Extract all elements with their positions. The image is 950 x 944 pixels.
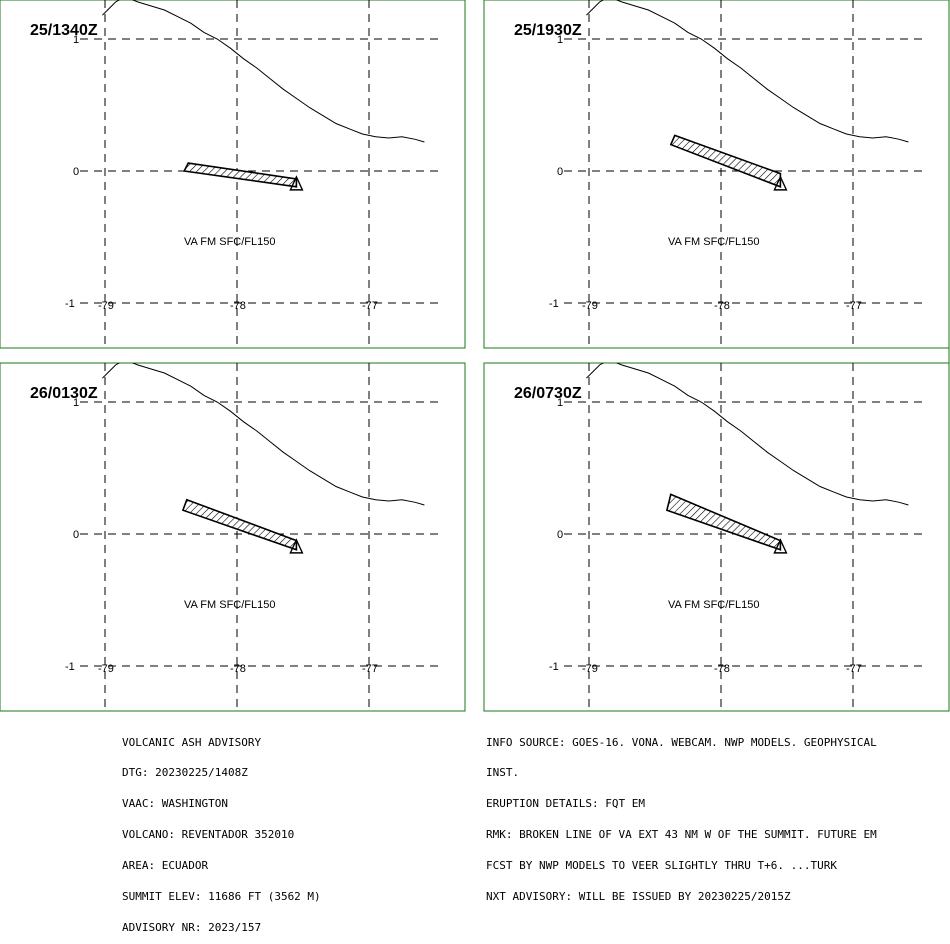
flight-level-label: VA FM SFC/FL150 bbox=[668, 236, 760, 248]
country-border-line bbox=[102, 0, 425, 143]
longitude-tick-label: -78 bbox=[230, 300, 246, 312]
latitude-tick-label: 0 bbox=[73, 529, 79, 541]
advisory-line: INST. bbox=[486, 766, 520, 780]
longitude-tick-label: -77 bbox=[362, 300, 378, 312]
flight-level-label: VA FM SFC/FL150 bbox=[668, 599, 760, 611]
panel-border bbox=[483, 0, 950, 349]
ash-plume-polygon bbox=[182, 162, 298, 188]
longitude-tick-label: -79 bbox=[98, 300, 114, 312]
flight-level-label: VA FM SFC/FL150 bbox=[184, 236, 276, 248]
panel-border bbox=[0, 362, 466, 712]
advisory-line: AREA: ECUADOR bbox=[122, 859, 209, 873]
valid-time-label: 26/0130Z bbox=[30, 385, 98, 402]
latitude-tick-label: 0 bbox=[557, 166, 563, 178]
volcano-marker-icon bbox=[289, 538, 304, 554]
valid-time-label: 25/1340Z bbox=[30, 22, 98, 39]
latitude-tick-label: 1 bbox=[557, 34, 563, 46]
country-border-line bbox=[586, 363, 909, 506]
forecast-panel: -79 -78 -77 1 0 -1 26/0730Z VA FM SFC/FL150 bbox=[483, 362, 950, 712]
longitude-tick-label: -79 bbox=[582, 300, 598, 312]
longitude-tick-label: -77 bbox=[362, 663, 378, 675]
advisory-line: NXT ADVISORY: WILL BE ISSUED BY 20230225… bbox=[486, 890, 791, 904]
volcano-marker-icon bbox=[289, 175, 304, 191]
longitude-tick-label: -79 bbox=[98, 663, 114, 675]
latitude-tick-label: 1 bbox=[73, 34, 79, 46]
ash-plume-polygon bbox=[665, 493, 782, 551]
valid-time-label: 25/1930Z bbox=[514, 22, 582, 39]
latitude-tick-label: -1 bbox=[549, 661, 559, 673]
advisory-line: FCST BY NWP MODELS TO VEER SLIGHTLY THRU… bbox=[486, 859, 837, 873]
longitude-tick-label: -77 bbox=[846, 300, 862, 312]
country-border-line bbox=[586, 0, 909, 143]
latitude-tick-label: -1 bbox=[549, 298, 559, 310]
latitude-tick-label: 0 bbox=[73, 166, 79, 178]
ash-plume-polygon bbox=[181, 498, 298, 551]
valid-time-label: 26/0730Z bbox=[514, 385, 582, 402]
longitude-tick-label: -77 bbox=[846, 663, 862, 675]
longitude-tick-label: -78 bbox=[714, 300, 730, 312]
forecast-panel: -79 -78 -77 1 0 -1 25/1930Z VA FM SFC/FL150 bbox=[483, 0, 950, 349]
advisory-line: VOLCANIC ASH ADVISORY bbox=[122, 735, 262, 749]
forecast-panel: -79 -78 -77 1 0 -1 26/0130Z VA FM SFC/FL150 bbox=[0, 362, 466, 712]
advisory-line: VOLCANO: REVENTADOR 352010 bbox=[122, 828, 295, 842]
latitude-tick-label: 0 bbox=[557, 529, 563, 541]
longitude-tick-label: -78 bbox=[714, 663, 730, 675]
latitude-tick-label: -1 bbox=[65, 661, 75, 673]
latitude-tick-label: -1 bbox=[65, 298, 75, 310]
advisory-text-left: VOLCANIC ASH ADVISORY DTG: 20230225/1408… bbox=[122, 717, 321, 944]
ash-plume-polygon bbox=[669, 134, 782, 188]
advisory-line: VAAC: WASHINGTON bbox=[122, 797, 228, 811]
advisory-line: RMK: BROKEN LINE OF VA EXT 43 NM W OF TH… bbox=[486, 828, 877, 842]
longitude-tick-label: -78 bbox=[230, 663, 246, 675]
advisory-line: SUMMIT ELEV: 11686 FT (3562 M) bbox=[122, 890, 321, 904]
longitude-tick-label: -79 bbox=[582, 663, 598, 675]
country-border-line bbox=[102, 363, 425, 506]
advisory-line: ADVISORY NR: 2023/157 bbox=[122, 920, 262, 934]
latitude-tick-label: 1 bbox=[73, 397, 79, 409]
advisory-text-right: INFO SOURCE: GOES-16. VONA. WEBCAM. NWP … bbox=[486, 717, 877, 913]
advisory-line: ERUPTION DETAILS: FQT EM bbox=[486, 797, 645, 811]
volcano-marker-icon bbox=[773, 175, 788, 191]
latitude-tick-label: 1 bbox=[557, 397, 563, 409]
advisory-line: DTG: 20230225/1408Z bbox=[122, 766, 248, 780]
forecast-panel: -79 -78 -77 1 0 -1 25/1340Z VA FM SFC/FL150 bbox=[0, 0, 466, 349]
panel-border bbox=[483, 362, 950, 712]
volcano-marker-icon bbox=[773, 538, 788, 554]
advisory-line: INFO SOURCE: GOES-16. VONA. WEBCAM. NWP … bbox=[486, 735, 877, 749]
flight-level-label: VA FM SFC/FL150 bbox=[184, 599, 276, 611]
